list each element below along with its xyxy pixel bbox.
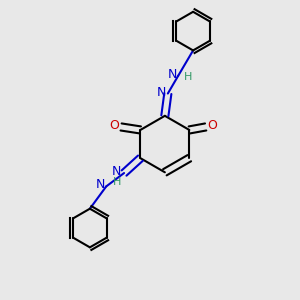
Text: N: N — [167, 68, 177, 81]
Text: O: O — [110, 119, 120, 132]
Text: N: N — [112, 165, 121, 178]
Text: N: N — [157, 85, 166, 98]
Text: N: N — [95, 178, 105, 191]
Text: O: O — [207, 119, 217, 132]
Text: H: H — [184, 72, 192, 82]
Text: H: H — [113, 177, 121, 187]
